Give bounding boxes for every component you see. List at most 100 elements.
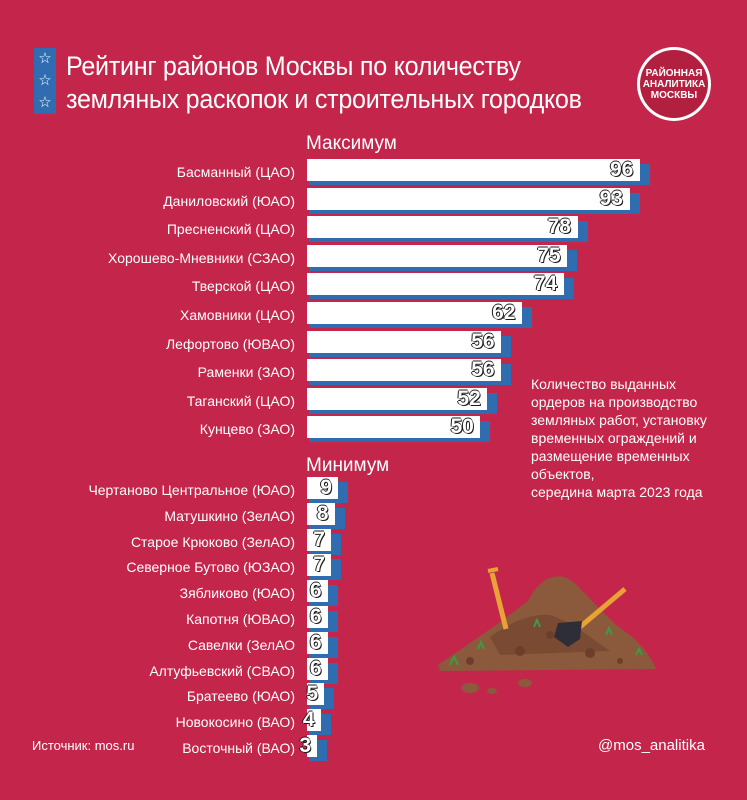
bar	[307, 359, 502, 382]
logo-line-1: РАЙОННАЯ	[645, 67, 703, 79]
bar-value: 62	[492, 301, 516, 324]
bar	[307, 554, 332, 577]
bar	[307, 709, 321, 732]
bar-label: Пресненский (ЦАО)	[166, 221, 295, 238]
bar-label: Братеево (ЮАО)	[186, 688, 295, 705]
bar-value: 6	[309, 605, 322, 628]
bar	[307, 735, 318, 757]
bar-row: Чертаново Центральное (ЮАО) 9	[0, 476, 747, 503]
bar-label: Капотня (ЮВАО)	[186, 611, 295, 627]
bar-value: 75	[537, 243, 561, 267]
note-line: размещение временных	[531, 448, 690, 464]
note-line: временных ограждений и	[531, 430, 697, 446]
bar-value: 56	[471, 358, 495, 382]
bar-row: Савелки (ЗелАО 6	[0, 630, 747, 658]
star-icon: ☆	[38, 94, 52, 111]
bar	[307, 216, 578, 239]
bar-label: Таганский (ЦАО)	[186, 392, 295, 409]
bar-value: 93	[599, 186, 623, 210]
bar	[307, 159, 640, 181]
bar-row: Восточный (ВАО) 3	[0, 734, 747, 761]
bar-label: Чертаново Центральное (ЮАО)	[88, 482, 295, 498]
bar-label: Новокосино (ВАО)	[175, 714, 295, 731]
bar-row: Матушкино (ЗелАО) 8	[0, 501, 747, 529]
bar-value: 7	[313, 527, 325, 551]
bar-value: 6	[309, 656, 322, 680]
page-title: Рейтинг районов Москвы по количеству зем…	[66, 50, 582, 116]
bar	[307, 187, 630, 210]
logo-badge: РАЙОННАЯ АНАЛИТИКА МОСКВЫ	[640, 50, 708, 118]
star-icon: ☆	[38, 50, 52, 67]
bar	[307, 302, 523, 324]
logo-line-2: АНАЛИТИКА	[642, 78, 706, 90]
dirt-pile-shovels-icon	[438, 567, 656, 694]
bar	[307, 416, 481, 439]
bar	[307, 528, 332, 551]
bar-value: 74	[533, 272, 558, 296]
bar	[307, 244, 568, 267]
note-line: земляных работ, установку	[531, 412, 707, 428]
bar-row: Алтуфьевский (СВАО) 6	[0, 656, 747, 684]
bar-label: Тверской (ЦАО)	[191, 278, 295, 295]
bar-row: Басманный (ЦАО) 96	[0, 158, 747, 185]
bar-value: 7	[313, 553, 325, 577]
bar-label: Раменки (ЗАО)	[197, 364, 295, 381]
bar-row: Зябликово (ЮАО) 6	[0, 579, 747, 607]
title-line-2: земляных раскопок и строительных городко…	[66, 84, 582, 114]
note-line: середина марта 2023 года	[531, 484, 703, 500]
bar	[307, 273, 564, 296]
bar-value: 6	[309, 630, 322, 654]
bar-value: 52	[457, 386, 481, 410]
logo: РАЙОННАЯ АНАЛИТИКА МОСКВЫ	[637, 47, 711, 121]
chart-note: Количество выданных ордеров на производс…	[531, 375, 731, 501]
stars-stripe: ☆ ☆ ☆	[34, 48, 56, 114]
bar-row: Хорошево-Мневники (СЗАО) 75	[0, 243, 747, 271]
bar	[307, 502, 335, 525]
bar-value: 4	[302, 708, 315, 732]
bar-row: Тверской (ЦАО) 74	[0, 272, 747, 300]
bar-value: 3	[299, 734, 312, 757]
bar	[307, 683, 325, 706]
bar-row: Таганский (ЦАО) 52	[0, 386, 747, 414]
bar-label: Савелки (ЗелАО	[187, 636, 295, 653]
bar-value: 8	[316, 501, 329, 525]
bar	[307, 631, 328, 654]
note-line: объектов,	[531, 466, 595, 482]
bar-row: Раменки (ЗАО) 56	[0, 358, 747, 386]
bar-label: Зябликово (ЮАО)	[179, 585, 295, 602]
min-section-label: Минимум	[306, 455, 390, 476]
bar-row: Северное Бутово (ЮЗАО) 7	[0, 553, 747, 581]
bar-row: Пресненский (ЦАО) 78	[0, 215, 747, 243]
bar-label: Хамовники (ЦАО)	[180, 307, 295, 323]
bar	[307, 580, 328, 603]
bar-row: Хамовники (ЦАО) 62	[0, 301, 747, 328]
bar-value: 9	[320, 476, 332, 499]
bar-row: Лефортово (ЮВАО) 56	[0, 329, 747, 357]
bar-value: 5	[306, 682, 319, 706]
bar-value: 78	[547, 215, 571, 239]
bar-value: 50	[450, 415, 474, 439]
bar	[307, 330, 502, 353]
bar-label: Алтуфьевский (СВАО)	[149, 662, 295, 679]
bar-label: Хорошево-Мневники (СЗАО)	[108, 249, 295, 266]
bar-label: Северное Бутово (ЮЗАО)	[126, 559, 295, 576]
logo-line-3: МОСКВЫ	[650, 89, 698, 101]
source-text: Источник: mos.ru	[32, 738, 135, 753]
bar	[307, 477, 339, 499]
bar-row: Новокосино (ВАО) 4	[0, 708, 747, 736]
bar-row: Капотня (ЮВАО) 6	[0, 605, 747, 632]
bar	[307, 606, 328, 628]
star-icon: ☆	[38, 72, 52, 89]
bar-label: Восточный (ВАО)	[182, 740, 295, 756]
social-handle: @mos_analitika	[598, 737, 705, 754]
note-line: ордеров на производство	[531, 394, 698, 410]
bar-row: Старое Крюково (ЗелАО) 7	[0, 527, 747, 555]
bar-label: Матушкино (ЗелАО)	[164, 507, 295, 524]
bar-label: Басманный (ЦАО)	[176, 164, 295, 180]
bar-row: Братеево (ЮАО) 5	[0, 682, 747, 710]
note-line: Количество выданных	[531, 376, 677, 392]
bar-value: 56	[471, 329, 495, 353]
bar-value: 6	[309, 579, 322, 603]
bar-label: Лефортово (ЮВАО)	[165, 335, 295, 352]
